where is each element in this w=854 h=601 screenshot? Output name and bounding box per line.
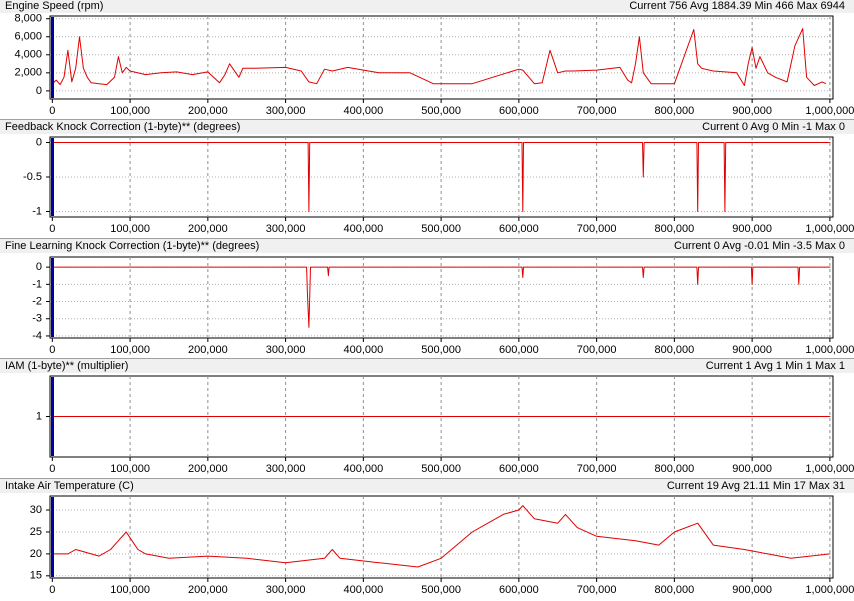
panel-title: Engine Speed (rpm): [5, 0, 103, 12]
y-tick-label: 8,000: [14, 13, 42, 25]
x-tick-label: 300,000: [266, 223, 306, 235]
y-tick-label: -1: [32, 278, 42, 290]
x-tick-label: 600,000: [499, 344, 539, 356]
x-tick-label: 200,000: [188, 223, 228, 235]
y-tick-label: 2,000: [14, 67, 42, 79]
plot-area: [49, 15, 834, 100]
x-tick-label: 600,000: [499, 584, 539, 596]
x-tick-label: 1,000,000: [805, 344, 854, 356]
x-tick-label: 100,000: [110, 223, 150, 235]
y-tick-label: 0: [36, 136, 42, 148]
x-tick-label: 100,000: [110, 463, 150, 475]
x-tick-label: 800,000: [654, 463, 694, 475]
x-tick-label: 400,000: [343, 463, 383, 475]
panel-header: [0, 479, 854, 493]
x-tick-label: 400,000: [343, 223, 383, 235]
x-tick-label: 400,000: [343, 344, 383, 356]
x-tick-label: 900,000: [732, 105, 772, 117]
panel-header: [0, 359, 854, 373]
x-tick-label: 1,000,000: [805, 223, 854, 235]
cursor-marker: [51, 258, 54, 337]
x-tick-label: 300,000: [266, 584, 306, 596]
y-tick-label: 20: [30, 548, 42, 560]
x-tick-label: 400,000: [343, 105, 383, 117]
y-tick-label: -0.5: [23, 171, 42, 183]
data-line: [52, 505, 830, 568]
panel-title: Feedback Knock Correction (1-byte)** (de…: [5, 121, 240, 133]
data-line: [52, 142, 830, 212]
x-tick-label: 700,000: [577, 584, 617, 596]
panel-stats: Current 756 Avg 1884.39 Min 466 Max 6944: [629, 0, 845, 12]
y-tick-label: 25: [30, 526, 42, 538]
panel-stats: Current 19 Avg 21.11 Min 17 Max 31: [667, 480, 845, 492]
x-tick-label: 800,000: [654, 344, 694, 356]
x-tick-label: 300,000: [266, 105, 306, 117]
panel-title: Fine Learning Knock Correction (1-byte)*…: [5, 240, 259, 252]
cursor-marker: [51, 17, 54, 98]
y-tick-label: -1: [32, 205, 42, 217]
x-tick-label: 500,000: [421, 344, 461, 356]
y-tick-label: 0: [36, 261, 42, 273]
panel-title: IAM (1-byte)** (multiplier): [5, 360, 128, 372]
x-tick-label: 200,000: [188, 463, 228, 475]
x-tick-label: 1,000,000: [805, 105, 854, 117]
x-tick-label: 600,000: [499, 105, 539, 117]
panel-stats: Current 0 Avg 0 Min -1 Max 0: [702, 121, 845, 133]
panel-stats: Current 0 Avg -0.01 Min -3.5 Max 0: [674, 240, 845, 252]
x-tick-label: 500,000: [421, 223, 461, 235]
x-tick-label: 0: [49, 223, 55, 235]
panel-header: [0, 120, 854, 134]
y-tick-label: 30: [30, 504, 42, 516]
x-tick-label: 700,000: [577, 223, 617, 235]
x-tick-label: 500,000: [421, 105, 461, 117]
x-tick-label: 700,000: [577, 344, 617, 356]
x-tick-label: 500,000: [421, 584, 461, 596]
x-tick-label: 100,000: [110, 584, 150, 596]
x-tick-label: 300,000: [266, 344, 306, 356]
panel-stats: Current 1 Avg 1 Min 1 Max 1: [706, 360, 845, 372]
cursor-marker: [51, 377, 54, 456]
data-line: [51, 28, 827, 86]
panel-title: Intake Air Temperature (C): [5, 480, 134, 492]
x-tick-label: 200,000: [188, 344, 228, 356]
x-tick-label: 700,000: [577, 463, 617, 475]
x-tick-label: 1,000,000: [805, 463, 854, 475]
y-tick-label: -4: [32, 330, 42, 342]
x-tick-label: 300,000: [266, 463, 306, 475]
x-tick-label: 900,000: [732, 463, 772, 475]
x-tick-label: 1,000,000: [805, 584, 854, 596]
x-tick-label: 700,000: [577, 105, 617, 117]
y-tick-label: -2: [32, 295, 42, 307]
x-tick-label: 900,000: [732, 223, 772, 235]
x-tick-label: 800,000: [654, 105, 694, 117]
x-tick-label: 0: [49, 105, 55, 117]
y-tick-label: 0: [36, 85, 42, 97]
x-tick-label: 900,000: [732, 584, 772, 596]
panel-header: [0, 0, 854, 13]
cursor-marker: [51, 497, 54, 577]
x-tick-label: 100,000: [110, 105, 150, 117]
y-tick-label: 6,000: [14, 31, 42, 43]
x-tick-label: 800,000: [654, 584, 694, 596]
y-tick-label: 4,000: [14, 49, 42, 61]
x-tick-label: 100,000: [110, 344, 150, 356]
x-tick-label: 200,000: [188, 105, 228, 117]
panel-header: [0, 239, 854, 253]
x-tick-label: 500,000: [421, 463, 461, 475]
x-tick-label: 400,000: [343, 584, 383, 596]
x-tick-label: 0: [49, 584, 55, 596]
y-tick-label: 15: [30, 570, 42, 582]
x-tick-label: 900,000: [732, 344, 772, 356]
x-tick-label: 0: [49, 344, 55, 356]
x-tick-label: 800,000: [654, 223, 694, 235]
x-tick-label: 0: [49, 463, 55, 475]
x-tick-label: 600,000: [499, 463, 539, 475]
x-tick-label: 200,000: [188, 584, 228, 596]
x-tick-label: 600,000: [499, 223, 539, 235]
y-tick-label: -3: [32, 313, 42, 325]
y-tick-label: 1: [36, 410, 42, 422]
data-line: [52, 266, 830, 328]
cursor-marker: [51, 138, 54, 216]
